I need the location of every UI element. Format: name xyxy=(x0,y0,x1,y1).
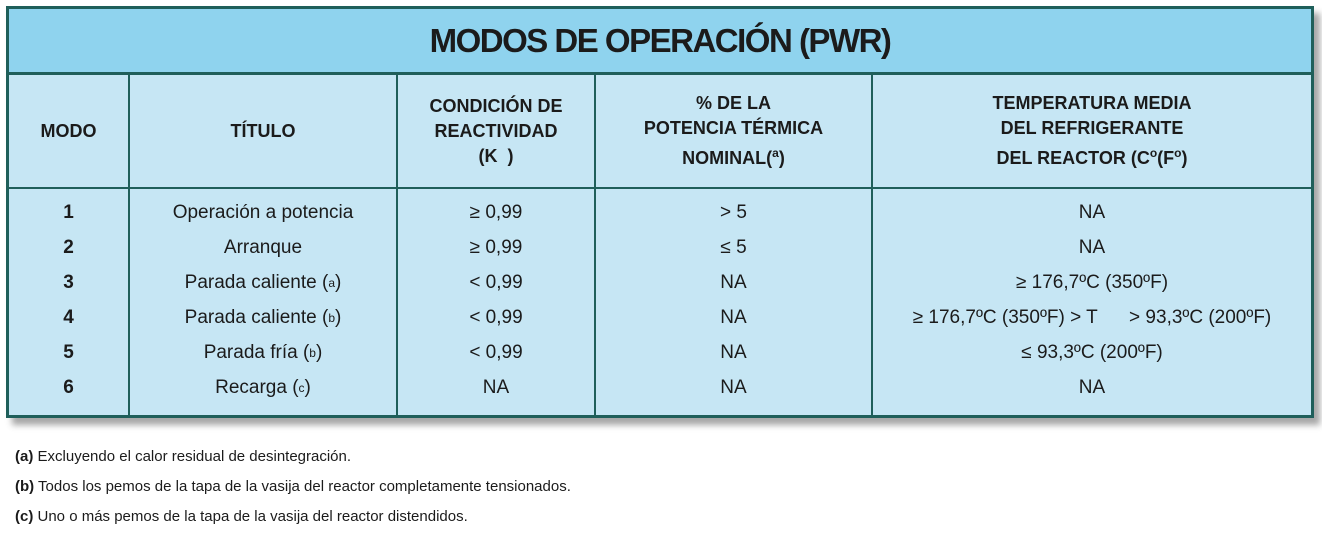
cell-reactividad: NA xyxy=(482,377,510,398)
header-divider xyxy=(9,187,1311,189)
column-divider xyxy=(128,75,130,415)
cell-potencia: NA xyxy=(720,272,747,293)
cell-temperatura: ≤ 93,3ºC (200ºF) xyxy=(1021,342,1163,363)
cell-titulo: Parada caliente (a) xyxy=(184,272,342,293)
operation-modes-table: MODOS DE OPERACIÓN (PWR) MODO TÍTULO CON… xyxy=(6,6,1314,418)
footnote-ref: a xyxy=(328,276,335,290)
footnote-ref: b xyxy=(328,311,335,325)
header-potencia: % DE LA POTENCIA TÉRMICA NOMINAL(a) xyxy=(643,93,824,168)
cell-reactividad: < 0,99 xyxy=(469,307,523,328)
footnote-b: (b) Todos los pemos de la tapa de la vas… xyxy=(15,478,571,495)
footnotes: (a) Excluyendo el calor residual de desi… xyxy=(15,447,571,537)
footnote-ref: c xyxy=(298,381,305,395)
table-title-bar: MODOS DE OPERACIÓN (PWR) xyxy=(9,9,1311,75)
cell-modo: 5 xyxy=(63,342,74,363)
cell-modo: 6 xyxy=(63,377,74,398)
cell-reactividad: < 0,99 xyxy=(469,272,523,293)
cell-titulo: Recarga (c) xyxy=(215,377,311,398)
cell-potencia: ≤ 5 xyxy=(720,237,747,258)
cell-potencia: NA xyxy=(720,342,747,363)
cell-modo: 4 xyxy=(63,307,74,328)
cell-titulo: Parada caliente (b) xyxy=(184,307,342,328)
table-title: MODOS DE OPERACIÓN (PWR) xyxy=(429,21,892,59)
column-divider xyxy=(396,75,398,415)
cell-temperatura: NA xyxy=(1078,237,1106,258)
cell-potencia: NA xyxy=(720,377,747,398)
cell-temperatura: ≥ 176,7ºC (350ºF) xyxy=(1015,272,1169,293)
cell-temperatura: ≥ 176,7ºC (350ºF) > T > 93,3ºC (200ºF) xyxy=(912,307,1272,328)
cell-reactividad: < 0,99 xyxy=(469,342,523,363)
cell-reactividad: ≥ 0,99 xyxy=(469,202,523,223)
header-titulo: TÍTULO xyxy=(230,120,296,141)
header-reactividad: CONDICIÓN DE REACTIVIDAD (K ) xyxy=(429,95,563,166)
cell-potencia: > 5 xyxy=(720,202,747,223)
cell-reactividad: ≥ 0,99 xyxy=(469,237,523,258)
footnote-ref: b xyxy=(309,346,316,360)
cell-modo: 2 xyxy=(63,237,74,258)
footnote-a: (a) Excluyendo el calor residual de desi… xyxy=(15,448,352,465)
cell-modo: 1 xyxy=(63,202,74,223)
cell-titulo: Arranque xyxy=(223,237,303,258)
header-modo: MODO xyxy=(40,120,97,141)
cell-titulo: Operación a potencia xyxy=(172,202,354,223)
cell-temperatura: NA xyxy=(1078,202,1106,223)
cell-potencia: NA xyxy=(720,307,747,328)
footnote-c: (c) Uno o más pemos de la tapa de la vas… xyxy=(15,508,468,525)
header-temperatura: TEMPERATURA MEDIA DEL REFRIGERANTE DEL R… xyxy=(992,93,1192,168)
column-divider xyxy=(594,75,596,415)
cell-modo: 3 xyxy=(63,272,74,293)
column-divider xyxy=(871,75,873,415)
cell-titulo: Parada fría (b) xyxy=(203,342,323,363)
cell-temperatura: NA xyxy=(1078,377,1106,398)
